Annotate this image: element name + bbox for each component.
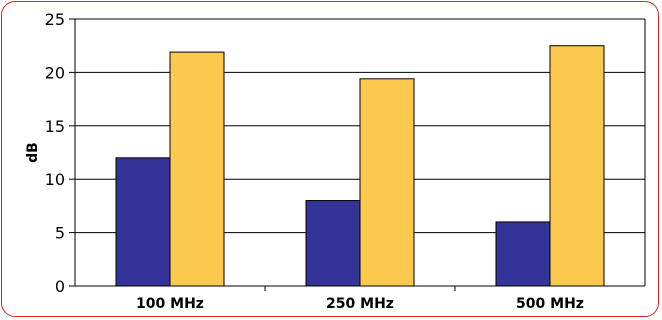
bar-series-1-0 [115,157,171,287]
y-tick-label: 15 [45,117,65,136]
x-category-label: 100 MHz [136,296,204,312]
bar-series-2-1 [359,78,415,287]
y-tick-label: 5 [55,224,65,243]
x-category-label: 500 MHz [516,296,584,312]
bar-series-2-2 [549,45,605,287]
bar-series-2-0 [169,51,225,287]
y-tick-label: 25 [45,10,65,29]
bar-series-1-2 [495,221,551,287]
bar-series-1-1 [305,200,361,287]
y-tick-label: 0 [55,277,65,296]
x-category-label: 250 MHz [326,296,394,312]
y-tick-label: 20 [45,63,65,82]
y-tick-label: 10 [45,170,65,189]
y-axis-title: dB [25,142,41,163]
